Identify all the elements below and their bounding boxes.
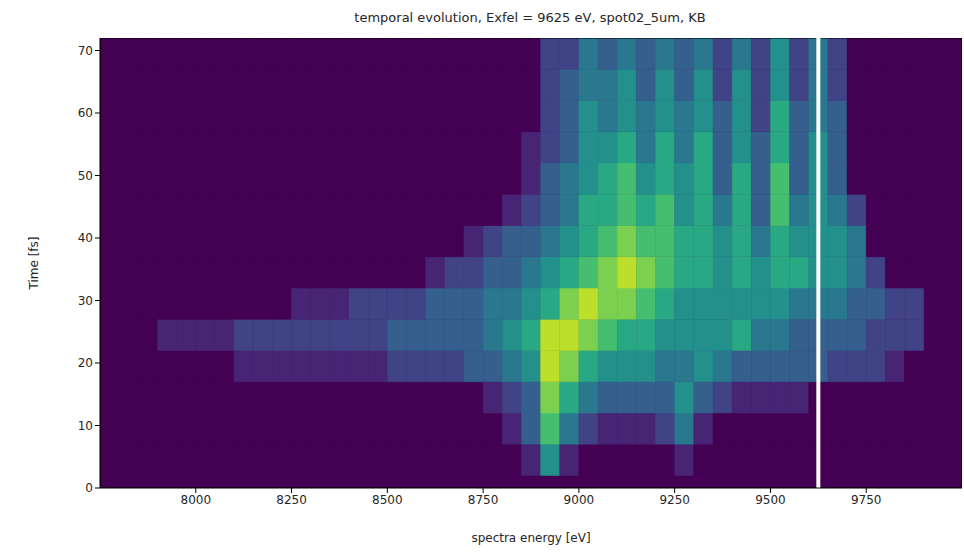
svg-text:40: 40	[78, 231, 93, 245]
svg-text:30: 30	[78, 294, 93, 308]
svg-text:50: 50	[78, 169, 93, 183]
svg-text:60: 60	[78, 106, 93, 120]
svg-text:8750: 8750	[468, 493, 499, 507]
svg-text:20: 20	[78, 356, 93, 370]
svg-text:70: 70	[78, 44, 93, 58]
svg-text:Time [fs]: Time [fs]	[27, 236, 41, 290]
svg-text:9000: 9000	[564, 493, 595, 507]
svg-text:0: 0	[85, 481, 93, 495]
svg-text:8500: 8500	[372, 493, 403, 507]
svg-text:9750: 9750	[851, 493, 882, 507]
svg-text:9500: 9500	[755, 493, 786, 507]
svg-text:8000: 8000	[181, 493, 212, 507]
svg-text:spectra energy [eV]: spectra energy [eV]	[471, 531, 590, 545]
svg-text:10: 10	[78, 419, 93, 433]
html-text:temporal evolution, Exfel = 96: temporal evolution, Exfel = 9625 eV, spo…	[354, 10, 706, 25]
svg-text:9250: 9250	[659, 493, 690, 507]
svg-text:8250: 8250	[276, 493, 307, 507]
